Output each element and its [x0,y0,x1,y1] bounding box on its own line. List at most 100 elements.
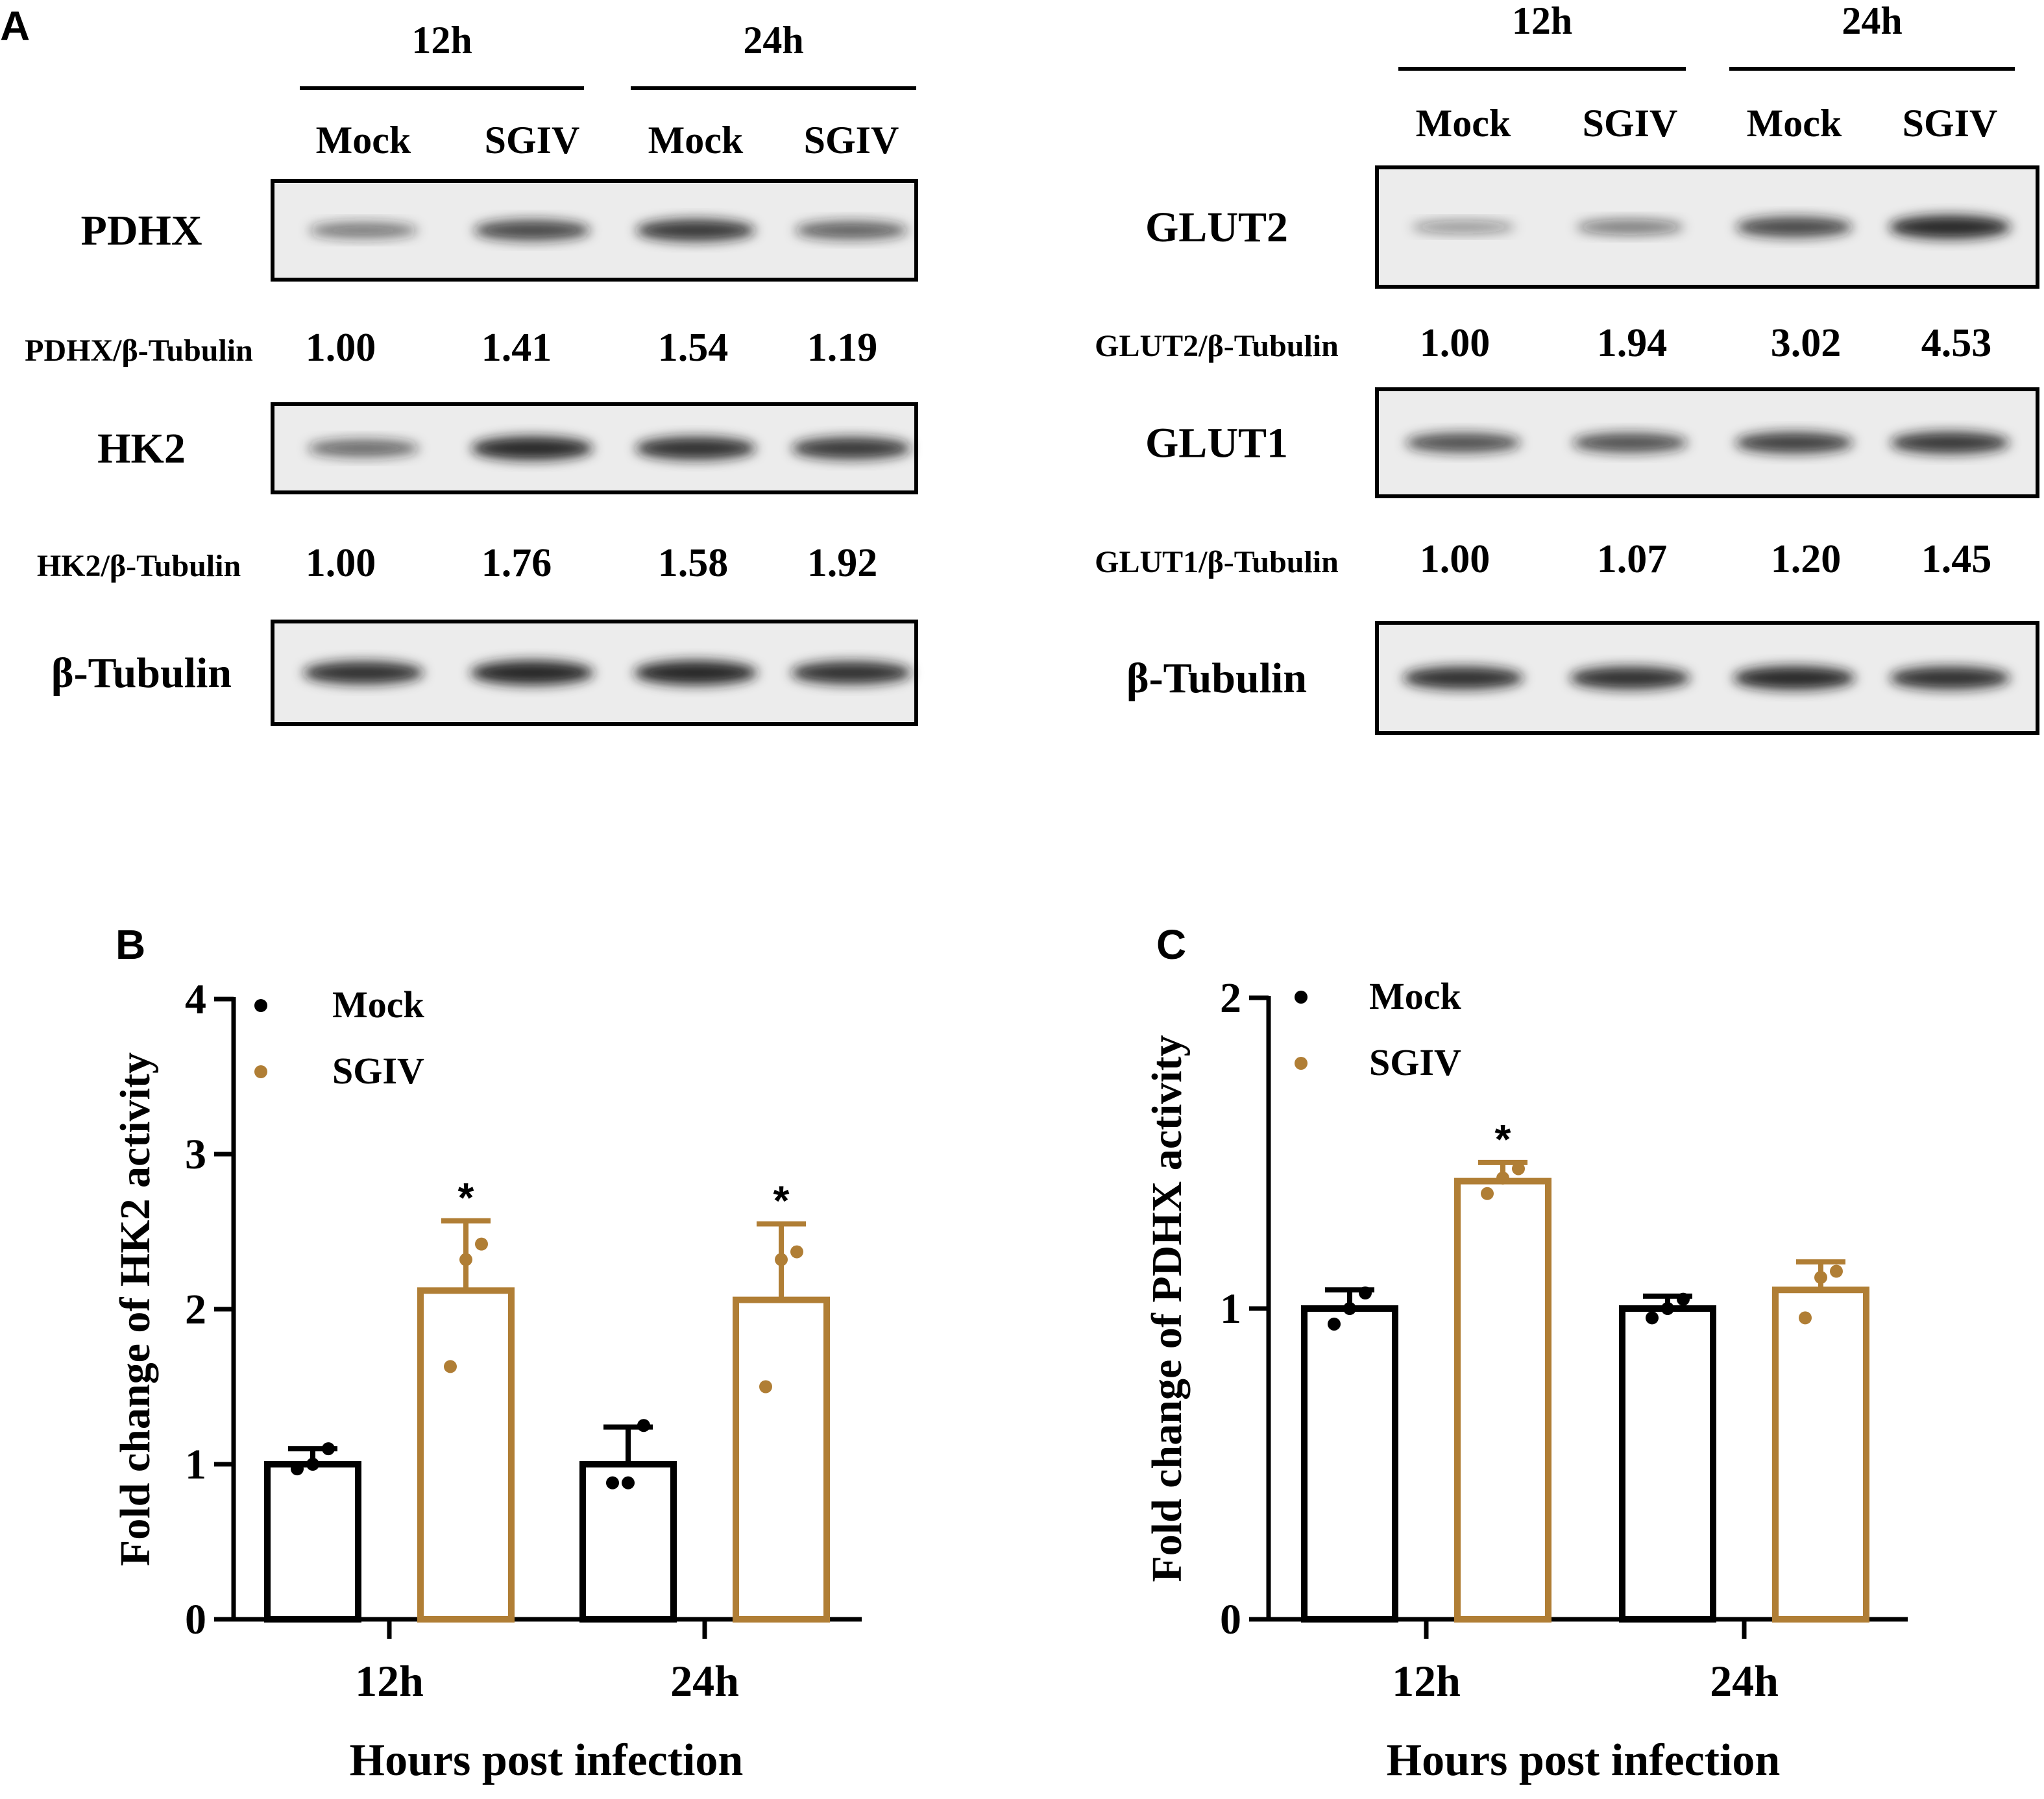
band-glut2-lane-4 [1889,215,2011,239]
lane-label-mock: Mock [316,119,411,162]
band-tubulin-lane-3 [1733,666,1855,690]
y-tick-label: 2 [185,1286,206,1333]
ratio-value-hk2-2: 1.76 [481,541,552,585]
ratio-value-glut2-4: 4.53 [1921,321,1992,365]
legend-dot-mock [1295,991,1308,1004]
band-pdhx-lane-4 [795,221,908,240]
protein-label-glut1: GLUT1 [1145,420,1288,467]
data-point-mock [622,1476,635,1490]
band-glut1-lane-3 [1735,431,1853,454]
bar-mock-12h [1301,1305,1398,1623]
y-tick-label: 3 [185,1131,206,1178]
y-axis-title: Fold change of HK2 activity [112,1052,159,1566]
protein-label-hk2: HK2 [97,425,186,472]
data-point-sgiv [1814,1271,1827,1285]
data-point-mock [1661,1302,1674,1315]
y-tick-label: 0 [185,1596,206,1643]
data-point-mock [306,1458,319,1471]
band-tubulin-lane-2 [1570,666,1690,690]
bar-mock-12h [264,1461,361,1623]
ratio-value-glut1-4: 1.45 [1921,537,1992,581]
chart-hk2-activity: 0 1 2 3 4 Fold change of HK2 activity 12h 24h Ho… [112,976,862,1785]
legend-dot-mock [254,999,267,1012]
ratio-value-glut2-1: 1.00 [1420,321,1490,365]
y-tick-label: 1 [185,1441,206,1488]
protein-label-tubulin: β-Tubulin [1126,655,1307,702]
significance-marker: * [1495,1116,1511,1163]
lane-label-sgiv: SGIV [804,119,899,162]
lane-label-sgiv: SGIV [485,119,580,162]
data-point-sgiv [759,1380,772,1394]
legend-label-mock: Mock [332,984,424,1026]
panel-a-label: A [0,3,30,49]
band-glut1-lane-1 [1405,433,1521,453]
data-point-sgiv [775,1253,788,1266]
data-point-mock [637,1419,650,1432]
bar-mock-24h [1619,1305,1716,1623]
bar-sgiv-24h [1772,1286,1869,1623]
y-axis-title: Fold change of PDHX activity [1143,1035,1191,1582]
x-tick-label: 24h [1710,1656,1779,1706]
y-tick-label: 4 [185,976,206,1023]
data-point-sgiv [1830,1264,1843,1278]
band-pdhx-lane-1 [309,222,418,239]
lane-label-mock: Mock [648,119,744,162]
x-axis-title: Hours post infection [1387,1735,1781,1785]
band-tubulin-lane-4 [1890,666,2010,690]
band-glut1-lane-4 [1890,431,2010,454]
ratio-value-hk2-3: 1.58 [658,541,729,585]
legend-label-sgiv: SGIV [332,1050,424,1092]
data-point-mock [1677,1292,1690,1306]
ratio-label-glut1: GLUT1/β-Tubulin [1095,545,1339,579]
band-glut2-lane-1 [1411,221,1515,234]
legend-dot-sgiv [254,1065,267,1078]
band-pdhx-lane-3 [636,219,755,242]
data-point-mock [1359,1286,1372,1300]
band-tubulin-lane-4 [791,661,912,684]
band-hk2-lane-2 [471,436,593,461]
data-point-sgiv [1512,1162,1525,1176]
ratio-label-hk2: HK2/β-Tubulin [37,549,241,583]
significance-marker: * [458,1174,474,1221]
ratio-value-hk2-4: 1.92 [807,541,878,585]
protein-label-glut2: GLUT2 [1145,204,1288,251]
band-glut2-lane-2 [1576,219,1684,235]
x-axis-title: Hours post infection [350,1735,744,1785]
ratio-value-pdhx-1: 1.00 [306,326,376,370]
ratio-value-pdhx-3: 1.54 [658,326,729,370]
protein-label-tubulin: β-Tubulin [51,649,232,697]
ratio-label-glut2: GLUT2/β-Tubulin [1095,329,1339,363]
data-point-mock [1646,1311,1659,1325]
data-point-sgiv [459,1253,472,1266]
panel-c-label: C [1156,921,1186,968]
band-pdhx-lane-2 [474,220,590,241]
band-glut1-lane-2 [1572,433,1688,453]
ratio-value-glut1-2: 1.07 [1597,537,1668,581]
ratio-value-glut2-2: 1.94 [1597,321,1668,365]
bar-sgiv-24h [733,1296,830,1623]
western-blot-left: 12h 24h Mock SGIV Mock SGIV PDHX PDHX/β-Tubulin… [25,19,918,726]
band-hk2-lane-4 [792,437,911,460]
ratio-value-pdhx-4: 1.19 [807,326,878,370]
x-tick-label: 12h [355,1656,424,1706]
band-tubulin-lane-2 [470,660,594,685]
ratio-value-glut1-3: 1.20 [1771,537,1842,581]
group-label-12h: 12h [411,19,472,62]
bar-sgiv-12h [417,1287,515,1623]
ratio-value-pdhx-2: 1.41 [481,326,552,370]
group-label-24h: 24h [1842,0,1902,42]
band-tubulin-lane-3 [634,660,757,685]
legend-label-mock: Mock [1369,975,1461,1017]
band-hk2-lane-3 [635,437,756,460]
data-point-mock [606,1476,619,1490]
band-tubulin-lane-1 [1403,666,1524,690]
protein-label-pdhx: PDHX [81,207,202,254]
data-point-mock [1328,1317,1341,1331]
ratio-value-glut2-3: 3.02 [1771,321,1842,365]
x-tick-label: 24h [670,1656,739,1706]
data-point-sgiv [790,1245,803,1259]
band-hk2-lane-1 [308,439,419,457]
data-point-sgiv [1496,1171,1509,1185]
band-glut2-lane-3 [1736,217,1853,237]
ratio-label-pdhx: PDHX/β-Tubulin [25,333,253,368]
